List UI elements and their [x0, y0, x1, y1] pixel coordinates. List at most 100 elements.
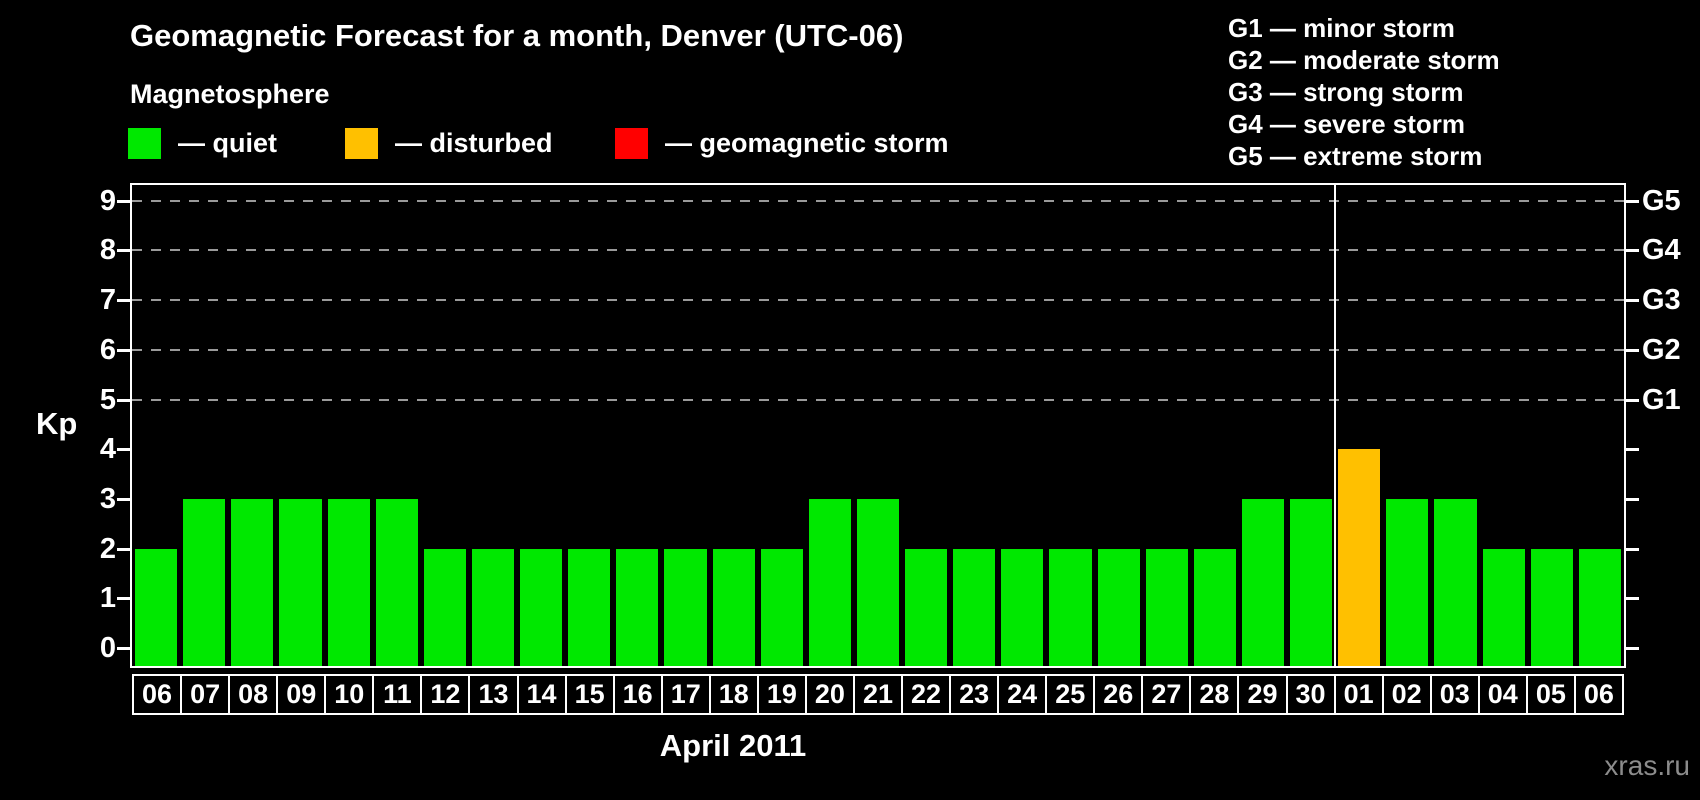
right-axis-tick [1626, 398, 1639, 402]
y-tick-label: 7 [99, 284, 116, 317]
day-label-cell: 18 [708, 674, 759, 715]
day-label-cell: 07 [180, 674, 231, 715]
disturbed-color-swatch [345, 128, 378, 159]
kp-bar-13 [471, 548, 515, 666]
day-label-cell: 17 [660, 674, 711, 715]
g-level-label: G1 [1642, 383, 1681, 416]
day-label-cell: 12 [420, 674, 471, 715]
day-label-cell: 05 [1525, 674, 1576, 715]
right-axis-tick [1626, 448, 1639, 452]
day-label-cell: 06 [1573, 674, 1624, 715]
kp-bar-29 [1241, 498, 1285, 666]
kp-bar-06 [135, 548, 178, 666]
kp-bar-30 [1290, 498, 1333, 666]
legend-item-storm: — geomagnetic storm [615, 128, 949, 159]
kp-bar-21 [856, 498, 900, 666]
kp-bar-16 [616, 548, 659, 666]
kp-bar-08 [231, 498, 274, 666]
kp-bar-22 [905, 548, 948, 666]
gridline-kp5 [132, 398, 1624, 401]
kp-bar-24 [1001, 548, 1044, 666]
gridline-kp9 [132, 199, 1624, 202]
month-divider-line [1334, 185, 1337, 666]
y-tick [117, 299, 130, 303]
kp-bar-01 [1338, 449, 1381, 666]
y-tick-label: 3 [99, 482, 116, 515]
storm-color-swatch [615, 128, 648, 159]
right-axis-tick [1626, 199, 1639, 203]
kp-bar-28 [1193, 548, 1236, 666]
kp-bar-06 [1578, 548, 1621, 666]
kp-bar-10 [327, 498, 370, 666]
right-axis-tick [1626, 597, 1639, 601]
day-label-cell: 03 [1429, 674, 1480, 715]
day-label-cell: 08 [228, 674, 279, 715]
day-label-cell: 06 [132, 674, 183, 715]
day-label-cell: 21 [852, 674, 903, 715]
kp-bar-12 [423, 548, 466, 666]
kp-bar-25 [1049, 548, 1092, 666]
g-level-label: G5 [1642, 184, 1681, 217]
kp-bar-18 [712, 548, 755, 666]
day-label-cell: 25 [1045, 674, 1096, 715]
y-tick [117, 199, 130, 203]
y-tick-label: 2 [99, 532, 116, 565]
legend-item-label: — geomagnetic storm [665, 128, 949, 158]
day-label-cell: 26 [1093, 674, 1144, 715]
legend-item-label: — quiet [178, 128, 277, 158]
y-axis-title: Kp [36, 406, 78, 441]
x-axis-title: April 2011 [659, 728, 807, 763]
day-label-cell: 23 [949, 674, 1000, 715]
kp-bar-14 [520, 548, 563, 666]
quiet-color-swatch [128, 128, 161, 159]
legend-item-label: — disturbed [395, 128, 553, 158]
kp-bar-02 [1386, 498, 1429, 666]
gridline-kp8 [132, 249, 1624, 252]
kp-bar-07 [183, 498, 226, 666]
y-tick-label: 8 [99, 234, 116, 267]
y-tick-label: 0 [99, 632, 116, 664]
y-tick [117, 398, 130, 402]
kp-bar-11 [375, 498, 418, 666]
magnetosphere-legend: — quiet — disturbed — geomagnetic storm [128, 128, 1028, 162]
y-tick [117, 647, 130, 650]
day-label-cell: 28 [1189, 674, 1240, 715]
kp-bar-17 [664, 548, 707, 666]
day-label-cell: 14 [516, 674, 567, 715]
day-label-cell: 02 [1381, 674, 1432, 715]
legend-item-quiet: — quiet [128, 128, 277, 159]
y-tick [117, 547, 130, 551]
y-tick-label: 4 [99, 433, 116, 466]
day-axis: 06 07 08 09 10 11 12 13 14 15 16 17 18 19 20 21 22 23 24 25… [132, 674, 1624, 715]
kp-bar-19 [760, 548, 803, 666]
plot-area: 0 1 2 3 4 5 6 7 8 9 G1 G2 G3 G4 G5 [100, 183, 1681, 668]
right-axis-tick [1626, 348, 1639, 352]
day-label-cell: 30 [1285, 674, 1336, 715]
day-label-cell: 01 [1333, 674, 1384, 715]
y-tick-label: 1 [99, 582, 116, 615]
gridline-kp6 [132, 348, 1624, 351]
storm-scale-item: G4 — severe storm [1228, 109, 1466, 139]
y-tick [117, 448, 130, 452]
day-label-cell: 09 [276, 674, 327, 715]
y-tick [117, 497, 130, 501]
right-axis-tick [1626, 249, 1639, 253]
storm-scale-item: G2 — moderate storm [1228, 45, 1500, 75]
day-label-cell: 27 [1141, 674, 1192, 715]
gridline-kp7 [132, 299, 1624, 302]
right-axis-tick [1626, 497, 1639, 501]
y-tick [117, 348, 130, 352]
right-axis-tick [1626, 547, 1639, 551]
kp-bar-27 [1145, 548, 1188, 666]
y-tick-label: 6 [99, 333, 116, 366]
right-axis-tick [1626, 299, 1639, 303]
kp-bar-04 [1482, 548, 1525, 666]
day-label-cell: 04 [1477, 674, 1528, 715]
day-label-cell: 29 [1237, 674, 1288, 715]
legend-item-disturbed: — disturbed [345, 128, 553, 159]
kp-bar-20 [808, 498, 851, 666]
day-label-cell: 22 [901, 674, 952, 715]
kp-bar-09 [279, 498, 322, 666]
watermark: xras.ru [1604, 750, 1690, 781]
